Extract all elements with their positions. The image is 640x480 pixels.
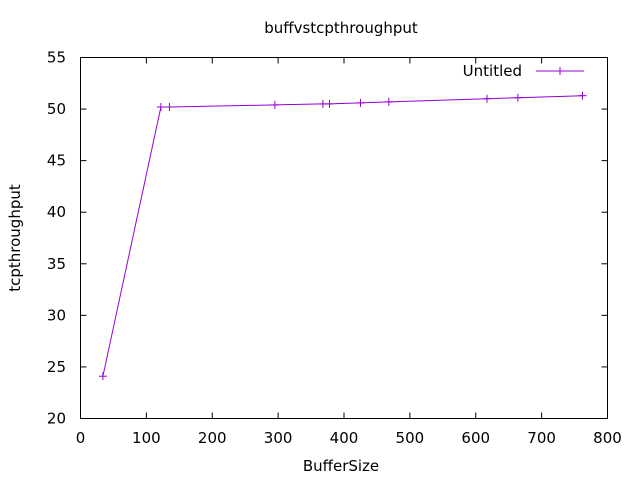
- y-tick-label: 40: [47, 203, 66, 221]
- x-axis-label: BufferSize: [303, 457, 379, 475]
- data-point: [384, 97, 393, 106]
- x-tick-label: 500: [396, 429, 425, 447]
- data-point: [513, 93, 522, 102]
- y-axis-label: tcpthroughput: [6, 184, 24, 292]
- data-point: [156, 103, 165, 112]
- series-line: [102, 95, 583, 377]
- x-tick-label: 200: [198, 429, 227, 447]
- x-tick-label: 400: [330, 429, 359, 447]
- y-tick-label: 25: [47, 358, 66, 376]
- x-tick-label: 0: [76, 429, 86, 447]
- y-tick-label: 55: [47, 49, 66, 67]
- x-tick-label: 300: [264, 429, 293, 447]
- legend-marker: [556, 67, 564, 75]
- chart-title: buffvstcpthroughput: [264, 19, 418, 37]
- data-point: [482, 94, 491, 103]
- y-tick-label: 45: [47, 152, 66, 170]
- legend: Untitled: [463, 62, 584, 80]
- x-tick-label: 100: [132, 429, 161, 447]
- x-tick-label: 700: [527, 429, 556, 447]
- x-tick-label: 600: [461, 429, 490, 447]
- data-point: [165, 103, 174, 112]
- data-point: [270, 100, 279, 109]
- data-point: [98, 372, 107, 381]
- data-point: [356, 98, 365, 107]
- plot-frame: [80, 57, 608, 419]
- series-layer: [98, 91, 587, 381]
- legend-label: Untitled: [463, 62, 522, 80]
- y-tick-label: 50: [47, 100, 66, 118]
- y-tick-label: 20: [47, 410, 66, 428]
- x-tick-label: 800: [593, 429, 622, 447]
- y-tick-label: 30: [47, 306, 66, 324]
- data-point: [325, 99, 334, 108]
- axis-ticks: 0 100 200 300 400 500 600 700 800 20 25 30 35 40 45 50 5…: [47, 49, 622, 448]
- y-tick-label: 35: [47, 255, 66, 273]
- data-point: [578, 91, 587, 100]
